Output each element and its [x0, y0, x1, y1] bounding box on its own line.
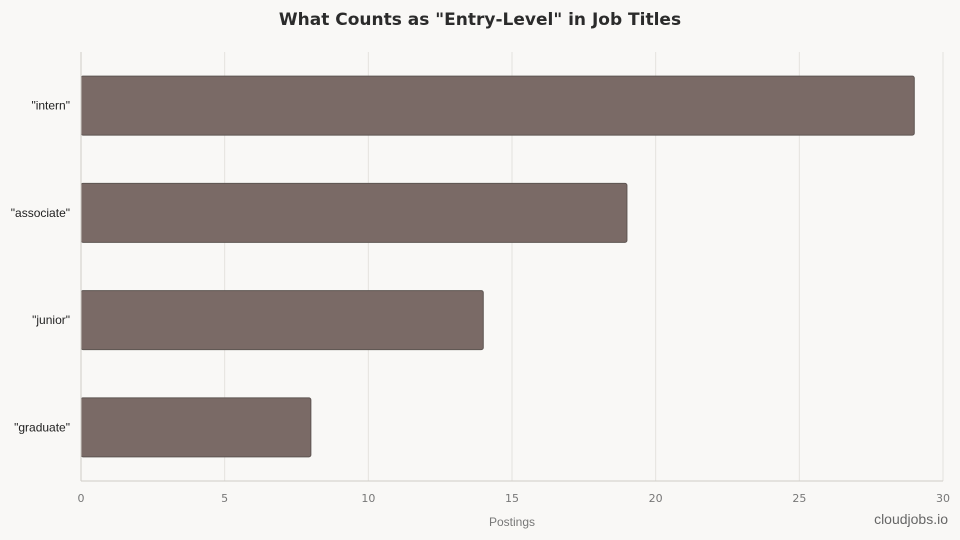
x-tick-label: 25 [792, 492, 806, 505]
chart-title: What Counts as "Entry-Level" in Job Titl… [278, 10, 682, 30]
bars [80, 75, 915, 458]
watermark: cloudjobs.io [874, 511, 948, 527]
x-tick-label: 0 [78, 492, 85, 505]
x-axis-label: Postings [488, 515, 536, 529]
x-tick-label: 20 [649, 492, 663, 505]
category-label: "intern" [31, 99, 70, 113]
axis-labels: 0 5 10 15 20 25 30 "intern" "associate" "junior" "… [11, 99, 950, 505]
category-label: "junior" [32, 313, 70, 327]
x-tick-label: 10 [361, 492, 375, 505]
bar [80, 397, 312, 458]
category-label: "associate" [11, 206, 70, 220]
bar [80, 182, 628, 243]
bar [80, 290, 484, 351]
axes [80, 52, 943, 482]
x-tick-label: 30 [936, 492, 950, 505]
x-tick-label: 15 [505, 492, 519, 505]
x-tick-label: 5 [221, 492, 228, 505]
category-label: "graduate" [14, 420, 70, 434]
bar [80, 75, 915, 136]
